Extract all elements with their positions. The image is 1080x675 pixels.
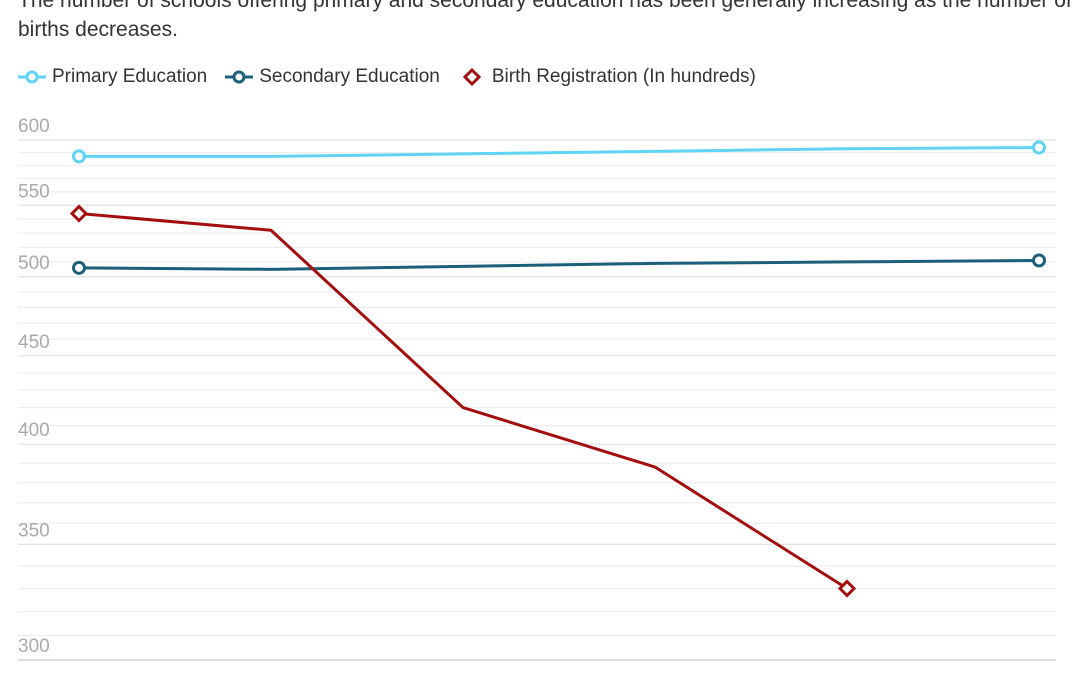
y-tick-label: 600	[18, 116, 50, 137]
legend-label: Secondary Education	[259, 66, 440, 87]
data-point-marker[interactable]	[1032, 253, 1046, 268]
legend-item-primary[interactable]: Primary Education	[18, 66, 207, 88]
legend-item-birth[interactable]: Birth Registration (In hundreds)	[458, 66, 756, 88]
data-point-marker[interactable]	[72, 149, 86, 164]
y-tick-label: 550	[18, 181, 50, 202]
legend-item-secondary[interactable]: Secondary Education	[225, 66, 440, 88]
diamond-marker-icon	[462, 68, 481, 86]
circle-marker-icon	[18, 70, 46, 84]
data-point-marker[interactable]	[69, 204, 89, 223]
y-tick-label: 300	[18, 636, 50, 657]
y-tick-label: 350	[18, 520, 50, 541]
series-line	[78, 212, 848, 590]
y-tick-label: 400	[18, 420, 50, 441]
y-tick-label: 500	[18, 253, 50, 274]
series-line	[78, 258, 1040, 271]
chart-title: The number of schools offering primary a…	[18, 0, 1072, 41]
legend-label: Birth Registration (In hundreds)	[491, 66, 756, 87]
data-point-marker[interactable]	[1032, 140, 1046, 155]
legend-label: Primary Education	[52, 66, 208, 87]
series-line	[79, 146, 1040, 158]
data-point-marker[interactable]	[72, 260, 86, 275]
data-point-marker[interactable]	[837, 579, 857, 598]
y-tick-label: 450	[18, 332, 50, 353]
circle-marker-icon	[225, 70, 254, 84]
legend: Primary Education Secondary Education Bi…	[18, 66, 756, 88]
